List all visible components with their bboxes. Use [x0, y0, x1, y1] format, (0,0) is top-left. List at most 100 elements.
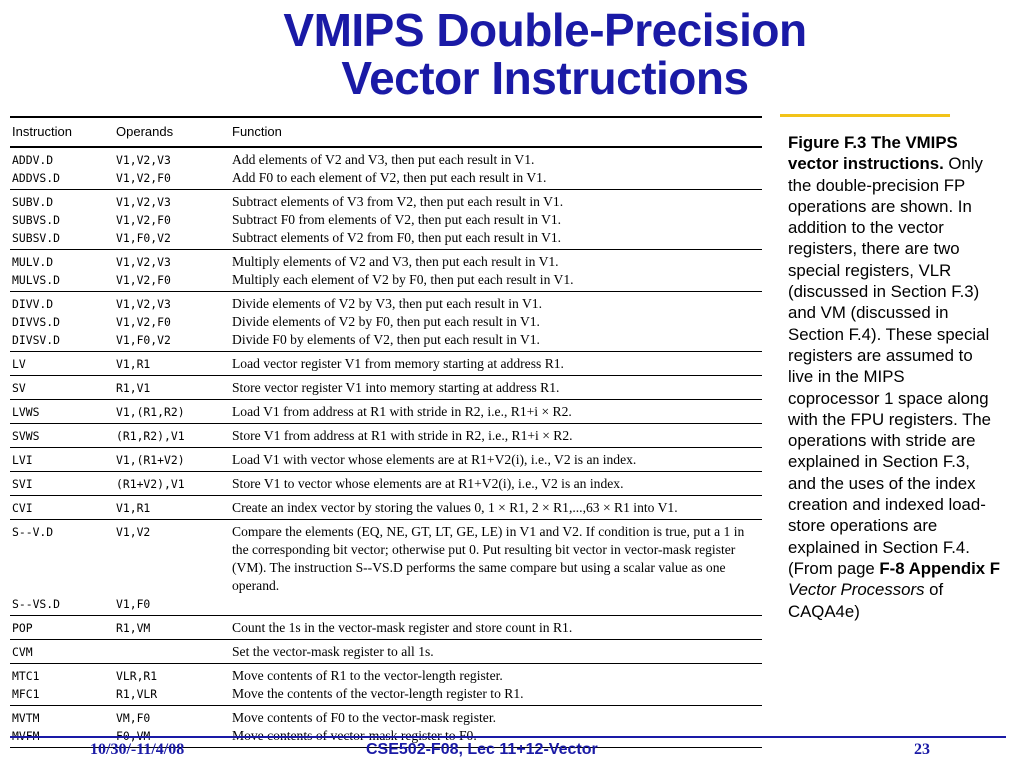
operands-cell: V1,(R1,R2) — [116, 405, 185, 419]
instruction-group: MVTM VM,F0 Move contents of F0 to the vect… — [10, 706, 762, 748]
instruction-cell: MVTM — [12, 711, 40, 725]
instruction-cell: SUBSV.D — [12, 231, 61, 245]
instruction-cell: POP — [12, 621, 33, 635]
operands-cell: V1,V2,V3 — [116, 153, 171, 167]
function-cell: Subtract elements of V2 from F0, then pu… — [232, 230, 562, 245]
operands-cell: VM,F0 — [116, 711, 151, 725]
instruction-cell: CVM — [12, 645, 33, 659]
operands-cell: R1,VLR — [116, 687, 158, 701]
instruction-group: SVWS (R1,R2),V1 Store V1 from address at R… — [10, 424, 762, 448]
table-row: DIVVS.D V1,V2,F0 Divide elements of V2 by … — [12, 313, 762, 331]
figure-caption: Figure F.3 The VMIPS vector instructions… — [788, 132, 1000, 622]
operands-cell: V1,V2 — [116, 525, 151, 539]
instruction-group: CVM Set the vector-mask register to all 1… — [10, 640, 762, 664]
instruction-group: SUBV.D V1,V2,V3 Subtract elements of V3 fr… — [10, 190, 762, 250]
table-row: CVM Set the vector-mask register to all 1… — [12, 643, 762, 661]
caption-end: of CAQA4e) — [788, 580, 944, 621]
instruction-group: ADDV.D V1,V2,V3 Add elements of V2 and V3,… — [10, 148, 762, 190]
instruction-group: LVI V1,(R1+V2) Load V1 with vector whose e… — [10, 448, 762, 472]
instruction-cell: MULVS.D — [12, 273, 61, 287]
function-cell: Divide F0 by elements of V2, then put ea… — [232, 332, 540, 347]
instruction-group: DIVV.D V1,V2,V3 Divide elements of V2 by V… — [10, 292, 762, 352]
title-accent-rule — [780, 114, 950, 117]
table-row: SVI (R1+V2),V1 Store V1 to vector whose el… — [12, 475, 762, 493]
operands-cell: V1,V2,F0 — [116, 315, 171, 329]
instruction-group: CVI V1,R1 Create an index vector by storin… — [10, 496, 762, 520]
instruction-cell: CVI — [12, 501, 33, 515]
instruction-group: SVI (R1+V2),V1 Store V1 to vector whose el… — [10, 472, 762, 496]
function-cell: Subtract F0 from elements of V2, then pu… — [232, 212, 562, 227]
function-cell: Multiply elements of V2 and V3, then put… — [232, 254, 559, 269]
function-cell: Load vector register V1 from memory star… — [232, 356, 564, 371]
instruction-cell: S--V.D — [12, 525, 54, 539]
instruction-cell: S--VS.D — [12, 597, 61, 611]
function-cell: Add F0 to each element of V2, then put e… — [232, 170, 547, 185]
function-cell: Move contents of vector-mask register to… — [232, 727, 762, 745]
operands-cell: V1,V2,V3 — [116, 195, 171, 209]
footer-rule — [10, 736, 1006, 738]
function-cell: Count the 1s in the vector-mask register… — [232, 620, 573, 635]
footer-date: 10/30/-11/4/08 — [90, 741, 185, 758]
operands-cell: (R1+V2),V1 — [116, 477, 185, 491]
instruction-cell: DIVSV.D — [12, 333, 61, 347]
function-cell: Move the contents of the vector-length r… — [232, 686, 524, 701]
function-cell: Subtract elements of V3 from V2, then pu… — [232, 194, 564, 209]
operands-cell: V1,R1 — [116, 357, 151, 371]
operands-cell: (R1,R2),V1 — [116, 429, 185, 443]
instruction-group: S--V.D V1,V2 Compare the elements (EQ, NE,… — [10, 520, 762, 616]
function-cell: Add elements of V2 and V3, then put each… — [232, 152, 535, 167]
instruction-cell: MFC1 — [12, 687, 40, 701]
header-instruction: Instruction — [12, 124, 72, 139]
table-top-rule — [10, 116, 762, 118]
caption-text: Only the double-precision FP operations … — [788, 154, 992, 578]
table-row: DIVV.D V1,V2,V3 Divide elements of V2 by V… — [12, 295, 762, 313]
table-row: LV V1,R1 Load vector register V1 from memo… — [12, 355, 762, 373]
table-row: MTC1 VLR,R1 Move contents of R1 to the vec… — [12, 667, 762, 685]
instruction-cell: ADDVS.D — [12, 171, 61, 185]
function-cell: Multiply each element of V2 by F0, then … — [232, 272, 574, 287]
header-function: Function — [232, 124, 282, 139]
slide-title: VMIPS Double-Precision Vector Instructio… — [0, 6, 1024, 102]
table-row: MVFMF0,VMMove contents of vector-mask re… — [12, 727, 762, 745]
operands-cell: V1,(R1+V2) — [116, 453, 185, 467]
table-row: DIVSV.D V1,F0,V2 Divide F0 by elements of … — [12, 331, 762, 349]
function-cell: Compare the elements (EQ, NE, GT, LT, GE… — [232, 524, 745, 593]
instruction-cell: MULV.D — [12, 255, 54, 269]
operands-cell: R1,VM — [116, 621, 151, 635]
instruction-cell: SUBV.D — [12, 195, 54, 209]
instruction-cell: SVWS — [12, 429, 40, 443]
function-cell: Load V1 from address at R1 with stride i… — [232, 404, 572, 419]
instruction-cell: ADDV.D — [12, 153, 54, 167]
instruction-group: POP R1,VM Count the 1s in the vector-mask … — [10, 616, 762, 640]
operands-cell: VLR,R1 — [116, 669, 158, 683]
table-row: MFC1 R1,VLR Move the contents of the vecto… — [12, 685, 762, 703]
operands-cell: R1,V1 — [116, 381, 151, 395]
table-row: S--V.D V1,V2 Compare the elements (EQ, NE,… — [12, 523, 762, 595]
instruction-group: MULV.D V1,V2,V3 Multiply elements of V2 an… — [10, 250, 762, 292]
table-row: MULVS.D V1,V2,F0 Multiply each element of … — [12, 271, 762, 289]
table-row: MVTM VM,F0 Move contents of F0 to the vect… — [12, 709, 762, 727]
operands-cell: V1,F0 — [116, 597, 151, 611]
function-cell: Move contents of F0 to the vector-mask r… — [232, 710, 496, 725]
table-row: SUBSV.D V1,F0,V2 Subtract elements of V2 f… — [12, 229, 762, 247]
header-operands: Operands — [116, 124, 174, 139]
instruction-cell: LVI — [12, 453, 33, 467]
table-row: CVI V1,R1 Create an index vector by storin… — [12, 499, 762, 517]
instruction-table: Instruction Operands Function ADDV.D V1,V… — [10, 116, 762, 748]
function-cell: Divide elements of V2 by V3, then put ea… — [232, 296, 542, 311]
table-body: ADDV.D V1,V2,V3 Add elements of V2 and V3,… — [10, 148, 762, 748]
table-row: SUBV.D V1,V2,V3 Subtract elements of V3 fr… — [12, 193, 762, 211]
instruction-group: LV V1,R1 Load vector register V1 from memo… — [10, 352, 762, 376]
instruction-cell: DIVVS.D — [12, 315, 61, 329]
operands-cell: V1,V2,F0 — [116, 171, 171, 185]
table-row: SVWS (R1,R2),V1 Store V1 from address at R… — [12, 427, 762, 445]
table-row: SV R1,V1 Store vector register V1 into mem… — [12, 379, 762, 397]
operands-cell: V1,V2,F0 — [116, 273, 171, 287]
table-row: ADDVS.D V1,V2,F0 Add F0 to each element of… — [12, 169, 762, 187]
table-header: Instruction Operands Function — [10, 118, 762, 148]
caption-ref: F-8 Appendix F — [879, 558, 1000, 578]
function-cell: Store V1 to vector whose elements are at… — [232, 476, 624, 491]
instruction-cell: LV — [12, 357, 26, 371]
instruction-group: MTC1 VLR,R1 Move contents of R1 to the vec… — [10, 664, 762, 706]
title-line-2: Vector Instructions — [341, 52, 749, 104]
